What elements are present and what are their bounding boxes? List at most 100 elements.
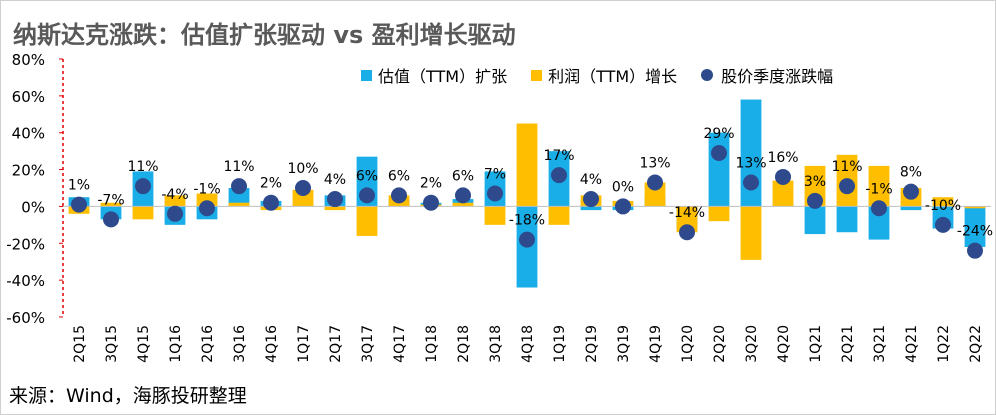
chart-legend: 估值（TTM）扩张 利润（TTM）增长 股价季度涨跌幅	[361, 63, 857, 87]
x-tick-label: 3Q18	[488, 325, 504, 363]
dot-price-change	[327, 191, 343, 208]
data-label: 2%	[260, 176, 282, 192]
x-tick-label: 2Q20	[712, 325, 728, 363]
y-tick-label: 40%	[12, 125, 45, 143]
dot-price-change	[519, 231, 535, 248]
data-label: -18%	[509, 213, 545, 229]
data-label: 13%	[735, 155, 766, 171]
dot-price-change	[295, 180, 311, 196]
x-tick-label: 4Q20	[776, 325, 792, 363]
x-tick-label: 1Q21	[808, 325, 824, 363]
dot-price-change	[775, 168, 791, 185]
bar-valuation	[580, 206, 602, 211]
y-tick-label: 20%	[12, 162, 45, 180]
dot-price-change	[135, 178, 151, 195]
y-tick-label: 80%	[12, 51, 45, 69]
bar-earnings	[708, 206, 730, 222]
bar-earnings	[356, 206, 378, 236]
x-tick-label: 2Q16	[200, 325, 216, 363]
data-label: -10%	[925, 198, 961, 214]
bar-valuation	[868, 206, 890, 240]
bar-earnings	[740, 206, 762, 260]
bar-valuation	[964, 206, 986, 247]
x-tick-label: 1Q19	[552, 325, 568, 363]
dot-price-change	[935, 216, 951, 233]
dot-price-change	[839, 178, 855, 195]
x-tick-label: 2Q21	[840, 325, 856, 363]
bar-valuation	[228, 188, 250, 207]
dot-price-change	[967, 242, 983, 259]
bar-earnings	[772, 180, 794, 207]
legend-swatch-valuation	[361, 69, 372, 81]
chart-title: 纳斯达克涨跌：估值扩张驱动 vs 盈利增长驱动	[13, 21, 516, 49]
data-label: 6%	[356, 168, 378, 184]
data-label: -7%	[97, 192, 124, 208]
chart-source: 来源：Wind，海豚投研整理	[9, 385, 247, 407]
x-tick-label: 1Q17	[296, 325, 312, 363]
dot-price-change	[551, 167, 567, 184]
dot-price-change	[679, 224, 695, 241]
data-label: 4%	[580, 172, 602, 188]
legend-swatch-earnings	[531, 69, 543, 81]
dot-price-change	[711, 144, 727, 161]
dot-price-change	[199, 200, 215, 217]
bar-earnings	[964, 206, 986, 209]
data-label: 6%	[452, 168, 474, 184]
y-tick-label: 60%	[12, 88, 45, 106]
dot-price-change	[487, 185, 503, 202]
dot-price-change	[231, 178, 247, 195]
dot-price-change	[359, 187, 375, 204]
bar-earnings	[676, 206, 698, 233]
data-label: 1%	[68, 178, 90, 194]
data-label: 16%	[767, 150, 798, 166]
bar-earnings	[132, 206, 154, 220]
x-tick-label: 4Q17	[392, 325, 408, 363]
x-tick-label: 1Q20	[680, 325, 696, 363]
data-label: 4%	[324, 172, 346, 188]
data-label: 11%	[831, 159, 862, 175]
data-label: -14%	[669, 205, 705, 221]
dot-price-change	[263, 194, 279, 211]
data-label: 17%	[543, 148, 574, 164]
y-tick-label: -40%	[6, 272, 45, 290]
x-tick-label: 1Q22	[936, 325, 952, 363]
x-tick-label: 3Q15	[104, 325, 120, 363]
data-label: 29%	[703, 126, 734, 142]
dot-price-change	[455, 187, 471, 204]
dot-price-change	[871, 200, 887, 217]
dot-price-change	[647, 174, 663, 191]
x-tick-label: 4Q16	[264, 325, 280, 363]
x-tick-label: 3Q19	[616, 325, 632, 363]
x-tick-label: 4Q18	[520, 325, 536, 363]
data-label: 6%	[388, 168, 410, 184]
bar-earnings	[548, 206, 570, 225]
bar-valuation	[804, 206, 826, 235]
bar-earnings	[452, 202, 474, 207]
dot-price-change	[807, 192, 823, 209]
dot-price-change	[391, 187, 407, 204]
legend-item-valuation: 估值（TTM）扩张	[361, 63, 507, 87]
data-label: 0%	[612, 179, 634, 195]
dot-price-change	[743, 174, 759, 191]
bar-valuation	[900, 206, 922, 211]
y-tick-label: -20%	[6, 235, 45, 253]
legend-marker-price	[701, 69, 714, 81]
legend-label-valuation: 估值（TTM）扩张	[378, 67, 508, 86]
legend-item-price: 股价季度涨跌幅	[701, 63, 833, 87]
x-tick-label: 2Q18	[456, 325, 472, 363]
data-label: -1%	[865, 181, 892, 197]
bar-earnings	[868, 165, 890, 207]
data-label: 11%	[223, 159, 254, 175]
bar-earnings	[228, 202, 250, 207]
dot-price-change	[167, 205, 183, 222]
data-label: -24%	[957, 224, 993, 240]
bar-valuation	[836, 206, 858, 233]
legend-label-earnings: 利润（TTM）增长	[548, 67, 678, 86]
dot-price-change	[103, 211, 119, 228]
legend-item-earnings: 利润（TTM）增长	[531, 63, 677, 87]
dot-price-change	[71, 196, 87, 213]
data-label: 2%	[420, 176, 442, 192]
data-label: 11%	[127, 159, 158, 175]
